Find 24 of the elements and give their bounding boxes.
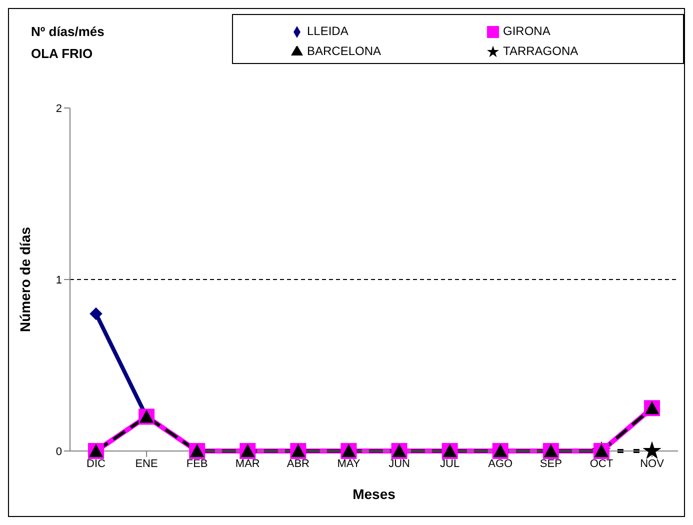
y-tick-label: 2 (56, 102, 62, 115)
x-tick-label: FEB (186, 458, 208, 470)
chart-title: Nº días/més OLA FRIO (31, 23, 104, 63)
legend-label: GIRONA (503, 23, 552, 40)
x-tick-label: AGO (488, 458, 514, 470)
x-tick-label: DIC (86, 458, 106, 470)
x-tick-label: OCT (590, 458, 614, 470)
x-axis-title: Meses (352, 486, 396, 502)
y-axis-title: Número de días (16, 226, 33, 332)
y-tick-label: 1 (56, 274, 62, 286)
x-tick-label: ENE (135, 458, 158, 470)
point (90, 307, 102, 320)
x-tick-label: NOV (640, 458, 665, 470)
x-tick-label: ABR (286, 458, 310, 470)
legend-label: TARRAGONA (503, 43, 580, 60)
x-tick-label: MAY (337, 458, 361, 470)
legend-label: BARCELONA (307, 43, 382, 60)
legend-label: LLEIDA (307, 23, 350, 40)
x-tick-label: SEP (540, 458, 562, 470)
x-tick-label: JUN (388, 458, 410, 470)
x-tick-label: JUL (440, 458, 460, 470)
x-tick-label: MAR (235, 458, 260, 470)
y-tick-label: 0 (56, 446, 62, 458)
point (642, 441, 662, 460)
